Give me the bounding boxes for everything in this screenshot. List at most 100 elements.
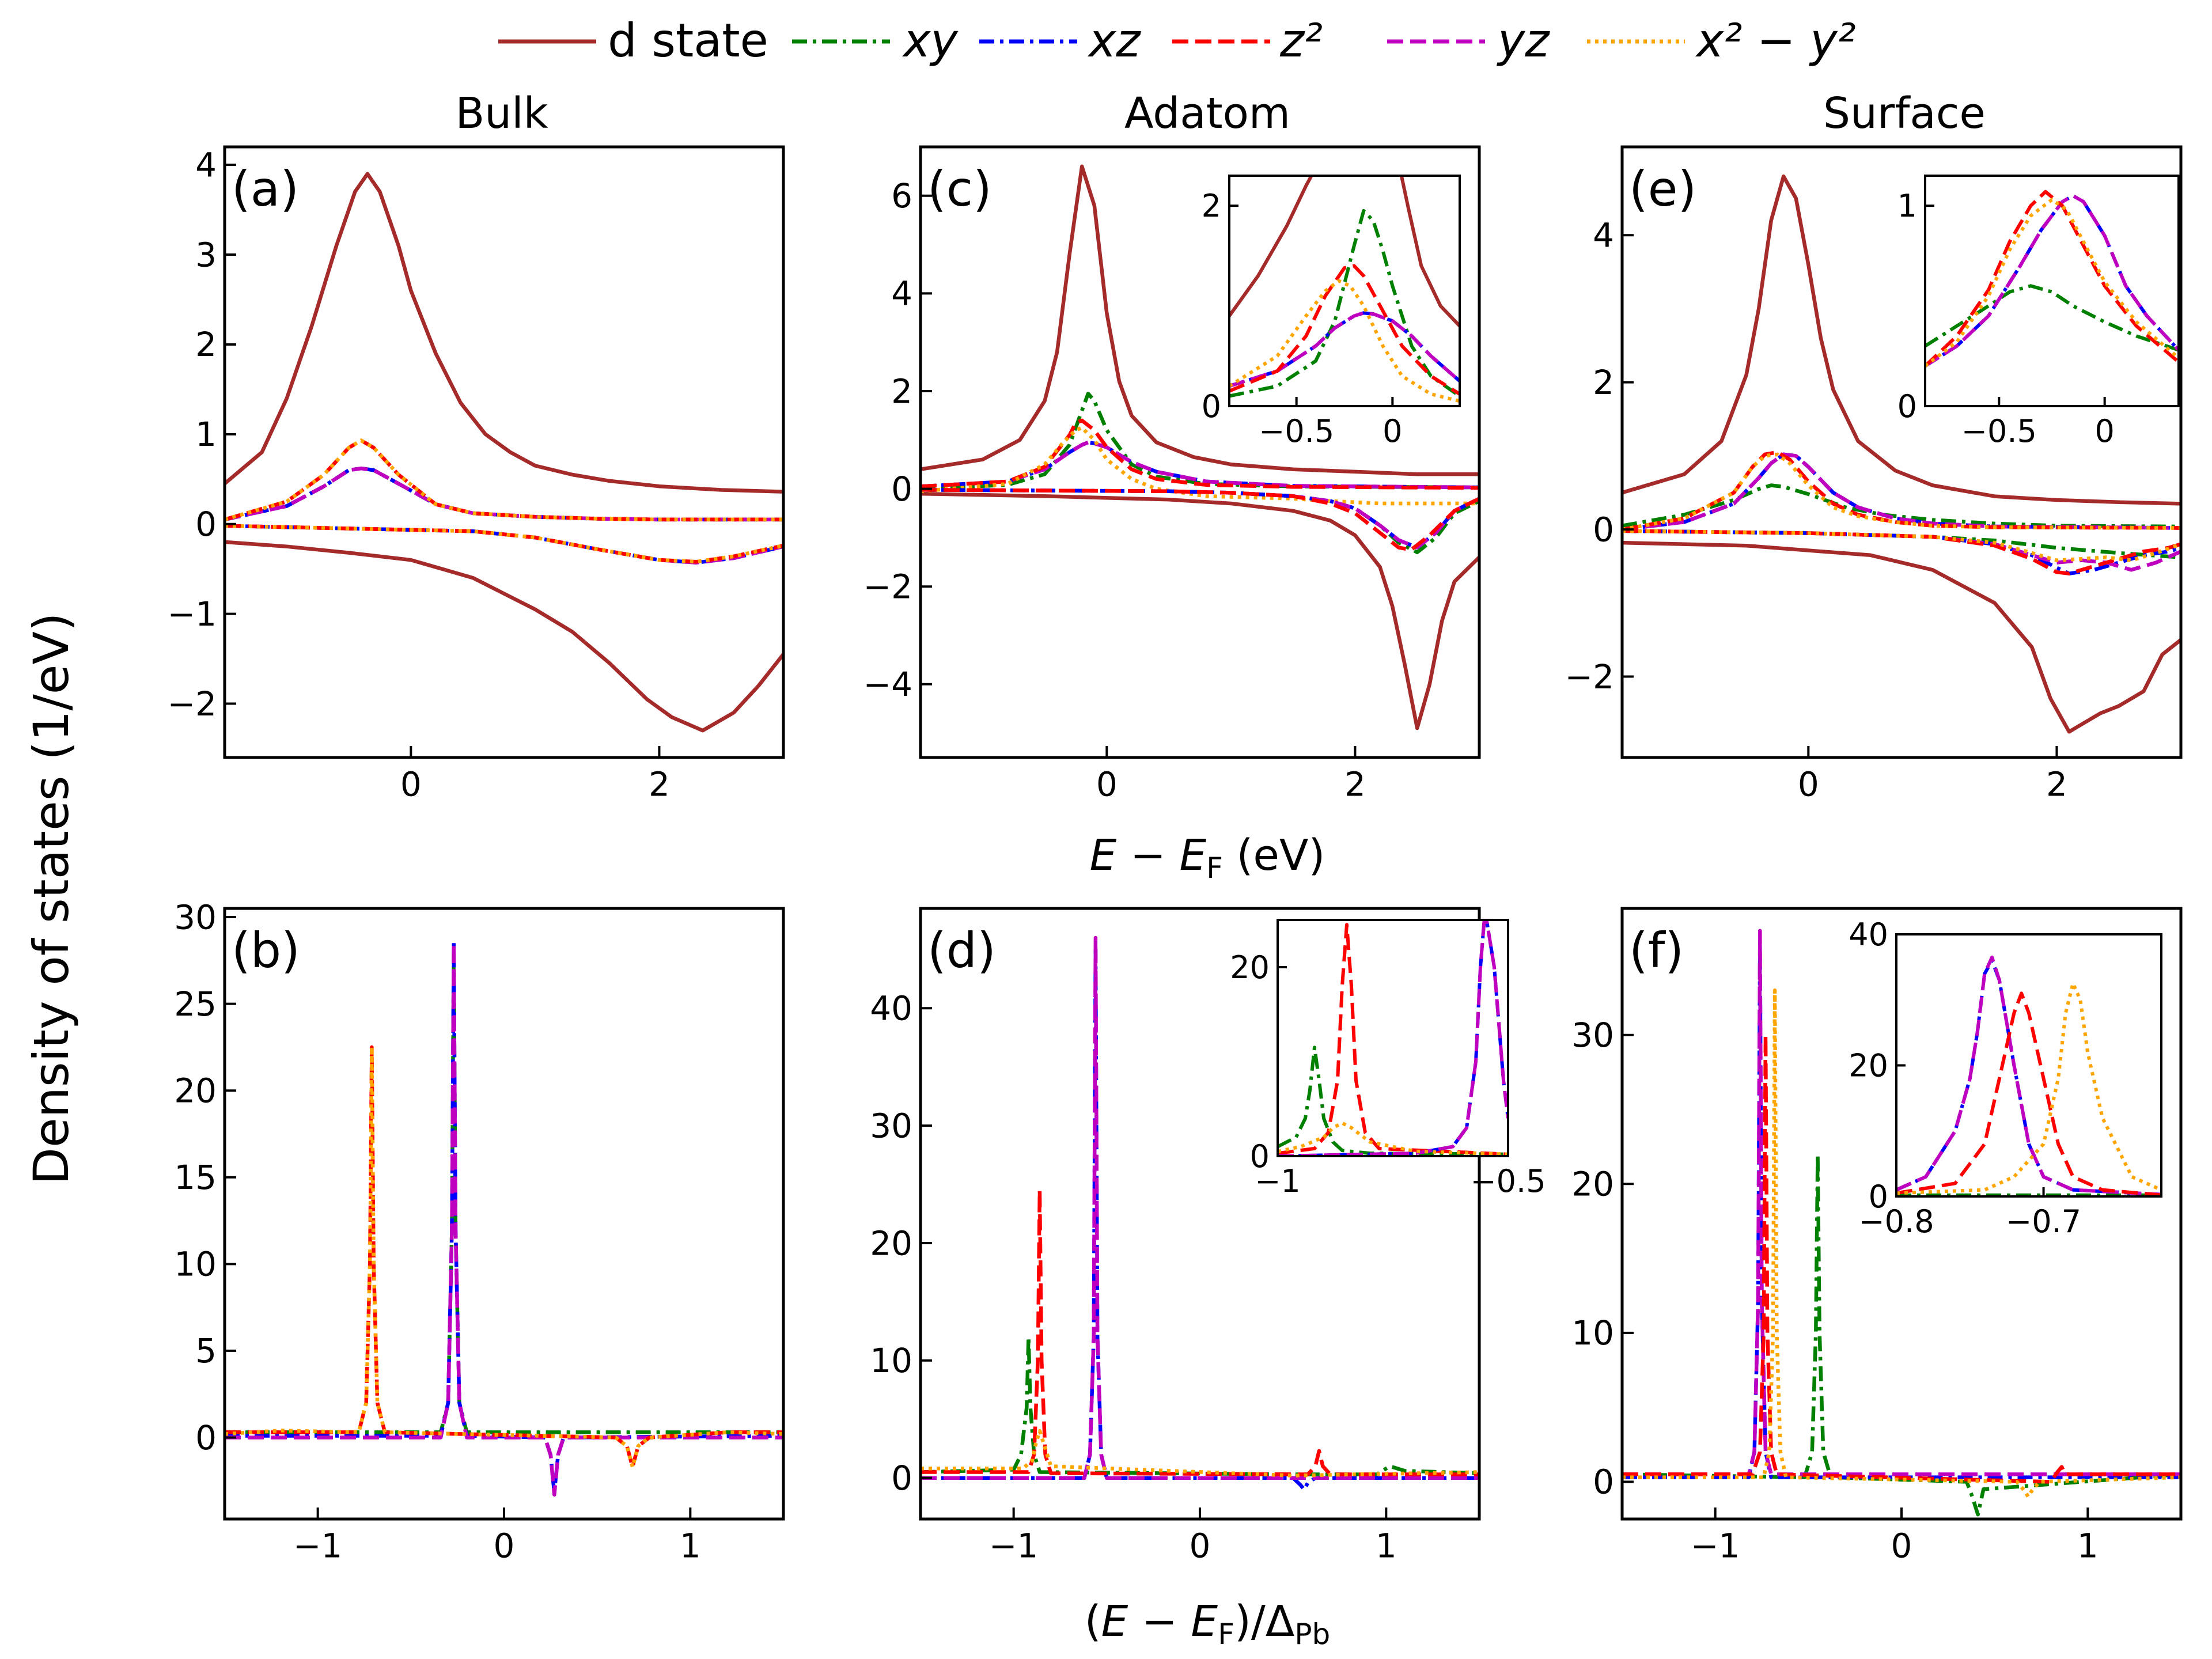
panel-f-xtick-label: 0 — [1891, 1527, 1912, 1566]
panel-c-xtick-label: 2 — [1344, 765, 1366, 804]
panel-e-inset-xtick-label: 0 — [2094, 413, 2114, 449]
panel-e-inset-ytick-label: 0 — [1897, 388, 1917, 425]
panel-a: 0 2 −2 −1 0 1 2 3 4 (a) — [168, 145, 785, 804]
panel-b-ytick-label: 5 — [195, 1331, 217, 1370]
panel-f-inset-ytick-label: 20 — [1849, 1047, 1888, 1084]
panel-f-series-yz-2 — [1622, 929, 2181, 1476]
panel-b-frame — [223, 907, 785, 1521]
panel-d-inset-ytick-label: 0 — [1250, 1138, 1270, 1175]
panel-a-series-yz-4 — [225, 466, 783, 522]
panel-label-e: (e) — [1629, 161, 1696, 217]
legend-label-xz: xz — [1087, 14, 1141, 67]
panel-a-ytick-label: 2 — [195, 325, 217, 364]
panel-e-inset-series-z2-3 — [1925, 190, 2179, 368]
panel-label-d: (d) — [927, 922, 996, 979]
panel-e-series-xy-2 — [1622, 483, 2181, 529]
legend-item-yz: yz — [1387, 14, 1550, 67]
panel-d-inset-ytick-label: 20 — [1230, 949, 1270, 986]
panel-c-series-yz-4 — [921, 440, 1479, 490]
panel-c-inset-series-z2-5 — [1229, 264, 1460, 396]
panel-d-xtick-label: 1 — [1376, 1527, 1397, 1566]
panel-a-ytick-label: 1 — [195, 415, 217, 454]
panel-e-inset-series-x2y2-4 — [1925, 198, 2179, 368]
panel-f-inset-ytick-label: 40 — [1849, 916, 1888, 953]
legend-label-xy: xy — [902, 14, 959, 67]
panel-label-b: (b) — [232, 922, 300, 979]
panel-e-ytick-label: 4 — [1593, 216, 1614, 255]
panel-c-inset-ytick-label: 2 — [1202, 188, 1221, 224]
panel-f-xtick-label: 1 — [2077, 1527, 2099, 1566]
panel-f-ytick-label: 0 — [1593, 1463, 1614, 1502]
panel-d-inset-xtick-label: −0.5 — [1470, 1163, 1546, 1199]
panel-d-series-yz-2 — [921, 935, 1479, 1480]
panel-d-series-xy-0 — [921, 1335, 1479, 1476]
panel-f-inset-xtick-label: −0.8 — [1858, 1203, 1934, 1240]
panel-c-inset-xtick-label: 0 — [1382, 413, 1402, 449]
panel-e-series-yz-4 — [1622, 452, 2181, 532]
column-title-bulk: Bulk — [455, 89, 548, 138]
panel-e-frame — [1620, 145, 2183, 759]
column-title-adatom: Adatom — [1124, 89, 1290, 138]
legend-item-xz: xz — [979, 14, 1141, 67]
legend-label-z2: z² — [1279, 14, 1323, 67]
panel-b-series — [225, 941, 783, 1497]
legend-label-d: d state — [608, 14, 768, 67]
legend-item-d: d state — [498, 14, 768, 67]
panel-f-inset-series-yz-2 — [1896, 955, 2161, 1196]
column-title-surface: Surface — [1823, 89, 1986, 138]
panel-a-series-x2y2-6 — [225, 438, 783, 522]
panel-a-ytick-label: 0 — [195, 505, 217, 544]
panel-c-inset-series — [1229, 176, 1460, 403]
panel-d-series-x2y2-4 — [921, 1429, 1479, 1478]
panel-c-inset-ytick-label: 0 — [1202, 388, 1221, 425]
panel-e-series-z2-10 — [1622, 529, 2181, 575]
panel-a-series-xy-2 — [225, 466, 783, 522]
panel-a-series-d-1 — [225, 540, 783, 733]
panel-d-ytick-label: 0 — [891, 1459, 912, 1498]
panel-f-xtick-label: −1 — [1691, 1527, 1740, 1566]
panel-d-inset-series-z2-1 — [1278, 923, 1508, 1156]
panel-b-ytick-label: 20 — [174, 1071, 217, 1110]
panel-b-ytick-label: 25 — [174, 984, 217, 1024]
legend-label-yz: yz — [1497, 14, 1550, 67]
panel-d-ytick-label: 10 — [870, 1341, 912, 1380]
panel-f-inset-series-x2y2-4 — [1896, 982, 2161, 1195]
panel-c-inset-series-d-1 — [1399, 176, 1460, 327]
panel-c-inset: −0.5 0 0 2 — [1202, 175, 1461, 449]
panel-f-series — [1622, 929, 2181, 1517]
panel-a-series-yz-8 — [225, 524, 783, 565]
panel-f-series-xy-0 — [1622, 1152, 2181, 1517]
column-titles: Bulk Adatom Surface — [455, 89, 1986, 138]
x-axis-label-bottom: (E − EF)/ΔPb — [1085, 1597, 1331, 1651]
legend-item-xy: xy — [792, 14, 959, 67]
panel-f-ytick-label: 10 — [1571, 1313, 1614, 1353]
panel-e-inset-frame — [1924, 175, 2180, 407]
panel-c-inset-series-yz-4 — [1229, 311, 1460, 388]
legend: d state xy xz z² yz x² − y² — [498, 14, 1856, 67]
panel-a-ytick-label: −1 — [168, 594, 217, 634]
panel-a-series-d-0 — [225, 172, 783, 494]
panel-c-frame — [919, 145, 1481, 759]
panel-d-series-z2-3 — [921, 1188, 1479, 1476]
panel-b-series-xz-1 — [225, 941, 783, 1495]
panel-a-ytick-label: 3 — [195, 235, 217, 274]
legend-label-x2y2: x² − y² — [1695, 14, 1856, 67]
panel-c-ytick-label: 4 — [891, 274, 912, 313]
panel-e-inset-series-xy-0 — [1925, 284, 2179, 352]
panel-e-inset-series — [1925, 190, 2179, 368]
panel-b-series-z2-3 — [225, 1045, 783, 1469]
panel-a-series-z2-9 — [225, 524, 783, 564]
panel-d-inset-series-xy-0 — [1278, 1046, 1508, 1156]
panel-b-series-yz-2 — [225, 941, 783, 1497]
panel-b-xtick-label: 1 — [680, 1527, 701, 1566]
panel-f-inset-xtick-label: −0.7 — [2006, 1203, 2081, 1240]
panel-e-xtick-label: 2 — [2046, 765, 2067, 804]
panel-c-inset-series-xy-2 — [1229, 209, 1460, 398]
panel-e-inset: −0.5 0 0 1 — [1897, 175, 2180, 449]
panel-e-series-d-0 — [1622, 174, 2181, 506]
panel-a-series-z2-5 — [225, 438, 783, 522]
